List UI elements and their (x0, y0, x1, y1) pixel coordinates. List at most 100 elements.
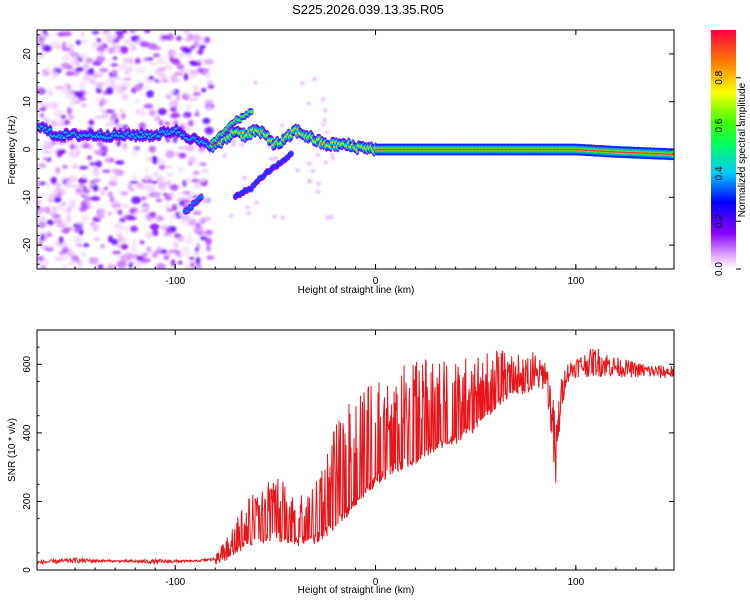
noise-blob (119, 46, 129, 54)
noise-blob (88, 205, 95, 209)
noise-blob (117, 63, 128, 71)
snr-series-line (37, 348, 674, 566)
noise-blob (167, 249, 177, 254)
spectrogram-ylabel: Frequency (Hz) (7, 116, 18, 185)
noise-blob (136, 255, 144, 262)
noise-blob (149, 211, 157, 218)
noise-blob (42, 156, 49, 161)
noise-blob (300, 81, 305, 85)
noise-blob (70, 59, 76, 67)
noise-blob (95, 160, 102, 168)
ridge-blob (198, 195, 204, 200)
noise-blob (134, 211, 139, 216)
noise-blob (107, 33, 116, 38)
y-tick-label: 0 (22, 146, 33, 152)
noise-blob (62, 247, 69, 254)
noise-blob (173, 72, 184, 76)
noise-blob (158, 164, 166, 170)
colorbar-tick-label: 0.2 (714, 214, 725, 228)
noise-blob (135, 182, 144, 189)
noise-blob (130, 35, 138, 42)
noise-blob (50, 211, 56, 216)
noise-blob (141, 253, 149, 257)
x-tick-label: 0 (373, 577, 379, 588)
noise-blob (114, 117, 119, 125)
noise-blob (107, 263, 114, 269)
noise-blob (169, 190, 175, 199)
y-tick-label: 0 (22, 567, 33, 573)
noise-blob (80, 251, 87, 257)
noise-blob (129, 225, 138, 232)
noise-blob (184, 237, 194, 245)
noise-blob (147, 43, 157, 50)
noise-blob (104, 122, 115, 126)
noise-blob (182, 191, 192, 195)
noise-blob (95, 97, 102, 102)
noise-blob (37, 256, 44, 262)
noise-blob (38, 51, 45, 59)
noise-blob (242, 176, 247, 180)
noise-blob (42, 44, 52, 52)
noise-blob (38, 163, 47, 169)
noise-blob (40, 265, 46, 269)
noise-blob (112, 56, 118, 60)
y-tick-label: -20 (22, 237, 33, 252)
noise-blob (40, 233, 46, 242)
noise-blob (155, 198, 163, 203)
noise-blob (155, 215, 164, 222)
noise-blob (312, 77, 317, 81)
noise-blob (189, 256, 195, 260)
noise-blob (139, 240, 145, 245)
noise-blob (55, 166, 60, 175)
noise-blob (56, 68, 63, 72)
noise-blob (273, 156, 278, 160)
noise-blob (145, 193, 150, 199)
noise-blob (89, 162, 97, 166)
noise-blob (188, 97, 199, 101)
noise-blob (101, 97, 106, 105)
noise-blob (66, 251, 75, 258)
noise-blob (189, 69, 199, 75)
x-tick-label: 0 (373, 276, 379, 287)
noise-blob (321, 98, 326, 101)
snr-axes: -100 0 100 0 200 400 600 (22, 330, 674, 588)
noise-blob (181, 246, 190, 253)
noise-blob (188, 156, 196, 164)
noise-blob (93, 71, 103, 77)
noise-blob (78, 81, 86, 89)
noise-blob (116, 260, 127, 269)
noise-blob (62, 31, 72, 37)
ridge-blob (248, 110, 254, 113)
noise-blob (187, 53, 192, 59)
noise-blob (160, 176, 166, 183)
noise-blob (306, 102, 311, 106)
noise-blob (52, 70, 58, 79)
noise-blob (186, 193, 193, 200)
noise-blob (200, 235, 208, 241)
noise-blob (148, 145, 157, 153)
noise-blob (110, 63, 119, 67)
noise-blob (103, 78, 113, 87)
colorbar: 0.0 0.2 0.4 0.6 0.8 Normalized spectral ampl… (711, 30, 748, 276)
noise-blob (39, 107, 47, 111)
noise-blob (69, 154, 80, 159)
noise-blob (176, 93, 181, 101)
noise-blob (201, 88, 207, 93)
noise-blob (108, 180, 118, 187)
noise-blob (205, 72, 211, 79)
noise-blob (43, 142, 51, 148)
noise-blob (42, 150, 51, 154)
noise-blob (154, 115, 161, 122)
noise-blob (55, 186, 61, 194)
noise-blob (198, 58, 205, 63)
noise-blob (198, 44, 206, 50)
noise-blob (204, 58, 214, 65)
noise-blob (98, 85, 104, 89)
noise-blob (90, 77, 97, 85)
noise-blob (185, 176, 191, 185)
noise-blob (104, 158, 111, 164)
noise-blob (121, 83, 131, 87)
noise-blob (46, 244, 54, 248)
noise-blob (176, 250, 182, 258)
